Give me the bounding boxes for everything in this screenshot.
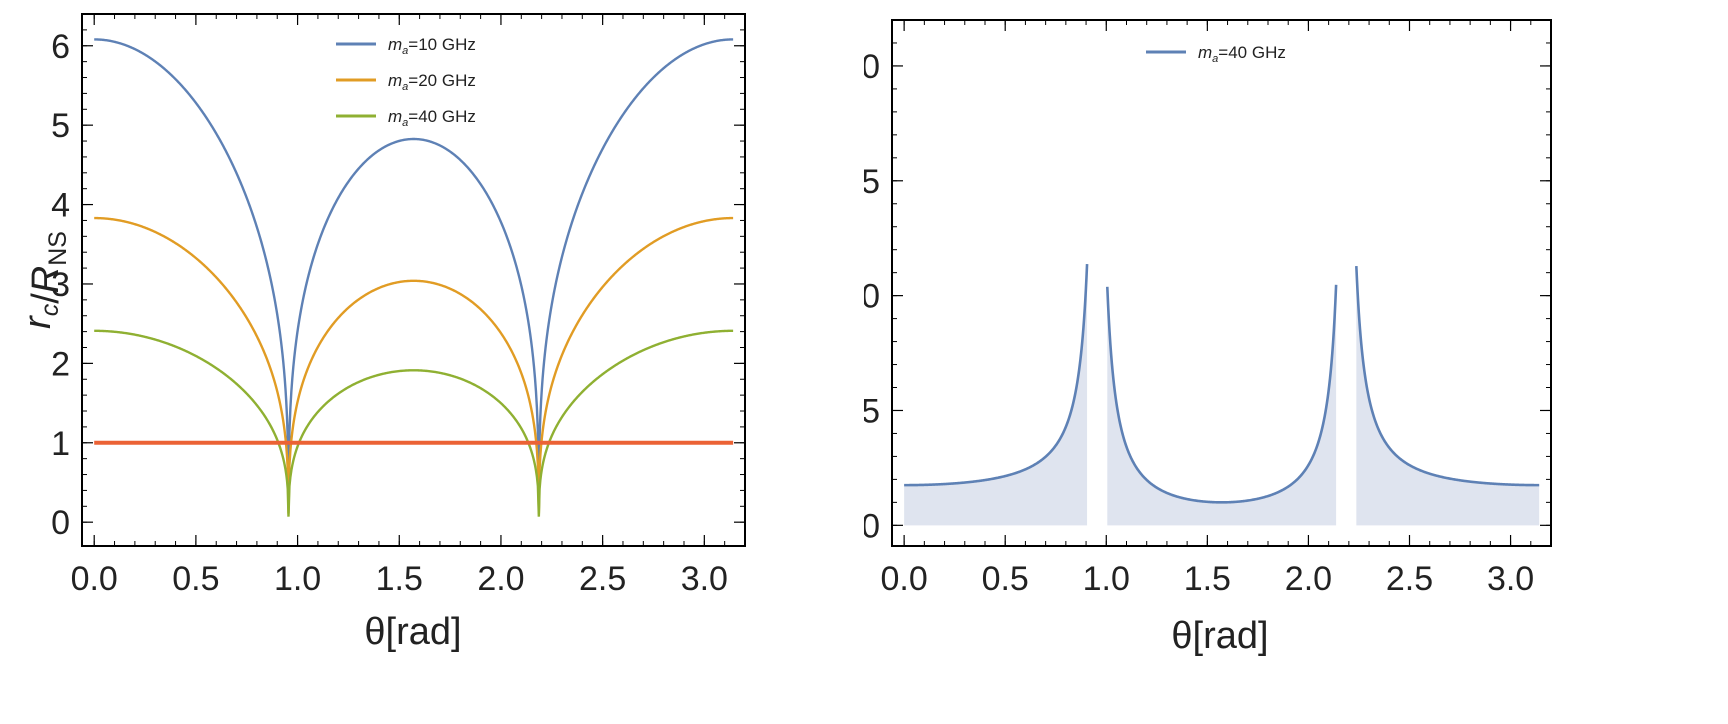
left-ytick-label-2: 2 (51, 345, 70, 383)
left-ytick-label-1: 1 (51, 425, 70, 463)
right-area-segment-2 (1356, 266, 1540, 526)
right-ytick-label-2: 10 (864, 278, 880, 316)
right-area-segment-0 (904, 264, 1088, 526)
right-xtick-label-4: 2.0 (1285, 560, 1332, 598)
left-xtick-label-3: 1.5 (376, 560, 423, 598)
right-xtick-label-6: 3.0 (1487, 560, 1534, 598)
left-axes: 0.0 0.5 1.0 1.5 2.0 2.5 3.0 0 1 2 3 4 5 6 (51, 14, 745, 598)
left-frame (81, 13, 746, 547)
left-xtick-label-5: 2.5 (579, 560, 626, 598)
left-xtick-label-2: 1.0 (274, 560, 321, 598)
left-ytick-label-4: 4 (51, 187, 70, 225)
right-xtick-label-0: 0.0 (880, 560, 927, 598)
right-plot-area (904, 264, 1540, 526)
right-ytick-label-0: 0 (864, 507, 880, 545)
left-xlabel: θ[rad] (364, 611, 461, 653)
left-legend: ma=10 GHz ma=20 GHz ma=40 GHz (336, 35, 476, 129)
left-legend-label-1: ma=20 GHz (388, 71, 476, 93)
left-legend-label-0: ma=10 GHz (388, 35, 476, 57)
right-ytick-label-3: 15 (864, 163, 880, 201)
right-legend-label-0: ma=40 GHz (1198, 43, 1286, 65)
left-xtick-label-1: 0.5 (172, 560, 219, 598)
right-frame (891, 19, 1552, 547)
left-plot-area (94, 38, 734, 517)
right-area-segment-1 (1107, 284, 1337, 526)
right-xtick-label-3: 1.5 (1184, 560, 1231, 598)
left-ylabel: rc/RNS (17, 231, 72, 329)
left-legend-label-2: ma=40 GHz (388, 107, 476, 129)
right-chart: 0.00.51.01.52.02.53.005101520θ[rad]S(θ)/… (864, 0, 1728, 724)
left-series-1-line (94, 216, 734, 514)
left-ytick-label-0: 0 (51, 504, 70, 542)
right-xtick-label-5: 2.5 (1386, 560, 1433, 598)
left-ytick-label-5: 5 (51, 107, 70, 145)
right-ytick-label-1: 5 (864, 392, 880, 430)
left-chart: 0.0 0.5 1.0 1.5 2.0 2.5 3.0 0 1 2 3 4 5 6 θ[rad] rc/RNS… (17, 13, 746, 653)
right-xlabel: θ[rad] (1171, 615, 1268, 657)
right-chart-svg: 0.00.51.01.52.02.53.005101520θ[rad]S(θ)/… (864, 19, 1552, 657)
left-ytick-label-3: 3 (51, 266, 70, 304)
right-line-segment-2 (1355, 265, 1540, 487)
right-line-segment-1 (1105, 284, 1338, 504)
left-ytick-label-6: 6 (51, 28, 70, 66)
right-xtick-label-1: 0.5 (982, 560, 1029, 598)
left-xtick-label-6: 3.0 (681, 560, 728, 598)
left-series-0-line (94, 38, 734, 509)
right-line-segment-0 (904, 264, 1089, 487)
left-chart-svg: 0.0 0.5 1.0 1.5 2.0 2.5 3.0 0 1 2 3 4 5 6 θ[rad] rc/RNS… (17, 13, 746, 653)
left-series-2-line (94, 329, 734, 517)
right-ytick-label-4: 20 (864, 48, 880, 86)
right-xtick-label-2: 1.0 (1083, 560, 1130, 598)
left-xtick-label-0: 0.0 (71, 560, 118, 598)
right-legend: ma=40 GHz (1146, 43, 1286, 65)
left-xtick-label-4: 2.0 (477, 560, 524, 598)
